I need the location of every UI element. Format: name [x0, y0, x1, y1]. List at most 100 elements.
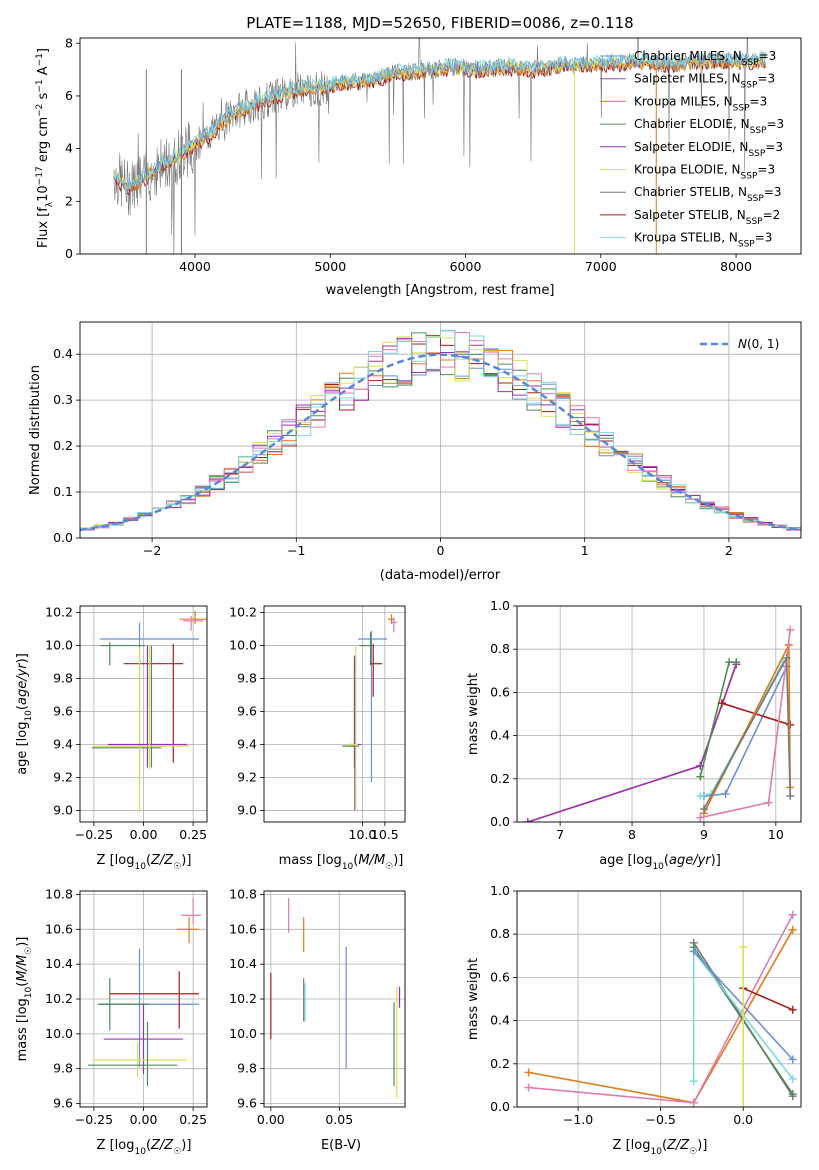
x-tick-label: −0.25 [75, 827, 113, 842]
x-tick-label: −0.5 [645, 1112, 675, 1127]
y-tick-label: 0.0 [490, 814, 510, 829]
y-tick-label: 10.0 [229, 1026, 257, 1041]
mass-z-axes: −0.25 0.00 0.25 9.6 9.8 10.0 10.2 10.4 10.6 10.8 Z… [15, 886, 208, 1157]
spectrum-legend: Chabrier MILES, NSSP=3 Salpeter MILES, NS… [600, 49, 784, 250]
y-tick-label: 10.0 [229, 638, 257, 653]
age-z-axes: −0.25 0.00 0.25 9.0 9.2 9.4 9.6 9.8 10.0 10.2 Z [l… [15, 605, 208, 872]
residual-y-label: Normed distribution [28, 365, 43, 495]
y-tick-label: 9.2 [53, 769, 73, 784]
x-tick-label: 7 [556, 827, 564, 842]
y-tick-label: 0.0 [490, 1099, 510, 1114]
weight-marker [788, 1005, 797, 1014]
residual-axes: −2 −1 0 1 2 0.0 0.1 0.2 0.3 0.4 N(0, 1) (data-model… [28, 321, 802, 583]
mass-ebv-x-label: E(B-V) [321, 1138, 361, 1153]
mw-z-y-label: mass weight [466, 958, 481, 1040]
model-flux-line-kroupa_stelib [113, 50, 767, 191]
weight-marker [786, 625, 795, 634]
x-tick-label: 10.0 [349, 827, 377, 842]
x-tick-label: 9 [700, 827, 708, 842]
y-tick-label: 10.0 [45, 1026, 73, 1041]
y-tick-label: 0.2 [53, 438, 73, 453]
spectrum-axes: 4000 5000 6000 7000 8000 0 2 4 6 8 Chabrier MILES,… [35, 35, 802, 298]
y-tick-label: 0.2 [490, 771, 510, 786]
x-tick-label: 0.25 [179, 1112, 207, 1127]
weight-marker [523, 818, 532, 822]
x-tick-label: −1 [287, 543, 305, 558]
y-tick-label: 0.8 [490, 641, 510, 656]
gaussian-curve [80, 353, 801, 532]
spectrum-y-label: Flux [fλ10−17 erg cm−2 s−1 A−1] [35, 48, 55, 248]
y-tick-label: 9.6 [53, 704, 73, 719]
mass-z-x-label: Z [log10(Z/Z☉)] [97, 1138, 192, 1157]
y-tick-label: 10.2 [229, 991, 257, 1006]
y-tick-label: 6 [65, 88, 73, 103]
weight-marker [524, 1068, 533, 1077]
x-tick-label: 5000 [314, 259, 346, 274]
mw-age-x-label: age [log10(age/yr)] [599, 853, 721, 872]
weight-marker [524, 1083, 533, 1092]
y-tick-label: 9.8 [237, 671, 257, 686]
weight-marker [764, 798, 773, 807]
legend-label: N(0, 1) [738, 337, 779, 351]
y-tick-label: 10.2 [45, 991, 73, 1006]
mass-ebv-errorbars [270, 897, 401, 1099]
weight-marker [786, 792, 795, 801]
x-tick-label: 7000 [585, 259, 617, 274]
y-tick-label: 9.6 [237, 704, 257, 719]
weight-marker [696, 772, 705, 781]
weight-marker [689, 1077, 698, 1086]
weight-marker [788, 1074, 797, 1083]
mw-age-axes: 7 8 9 10 0.0 0.2 0.4 0.6 0.8 1.0 age [log10(age/yr… [466, 598, 802, 872]
y-tick-label: 9.8 [237, 1061, 257, 1076]
mass-z-errorbars [87, 897, 202, 1087]
weight-marker [788, 910, 797, 919]
x-tick-label: −2 [143, 543, 161, 558]
residual-x-label: (data-model)/error [380, 568, 501, 583]
axes-frame [79, 890, 208, 1108]
legend-label: Chabrier ELODIE, NSSP=3 [634, 117, 784, 136]
x-tick-label: 8 [628, 827, 636, 842]
y-tick-label: 9.4 [237, 737, 257, 752]
axes-frame [516, 890, 802, 1108]
axes-frame [79, 605, 208, 823]
y-tick-label: 0.2 [490, 1056, 510, 1071]
weight-marker [782, 653, 791, 662]
y-tick-label: 10.4 [45, 956, 73, 971]
y-tick-label: 9.8 [53, 1061, 73, 1076]
weight-marker [721, 789, 730, 798]
y-tick-label: 0.6 [490, 684, 510, 699]
y-tick-label: 9.2 [237, 769, 257, 784]
y-tick-label: 0.4 [490, 728, 510, 743]
axes-frame [516, 605, 802, 823]
x-tick-label: 0.00 [257, 1112, 285, 1127]
x-tick-label: 0.25 [179, 827, 207, 842]
mw-z-x-label: Z [log10(Z/Z☉)] [613, 1138, 708, 1157]
age-z-errorbars [91, 610, 207, 813]
weight-marker [788, 1090, 797, 1099]
x-tick-label: −1.0 [563, 1112, 593, 1127]
weight-marker [739, 943, 748, 952]
y-tick-label: 10.4 [229, 956, 257, 971]
weight-marker [689, 1098, 698, 1107]
age-mass-x-label: mass [log10(M/M☉)] [279, 853, 404, 872]
axes-frame [79, 321, 802, 539]
x-tick-label: 10 [768, 827, 784, 842]
age-mass-errorbars [342, 614, 397, 811]
weight-line [742, 987, 794, 1011]
y-tick-label: 0.6 [490, 969, 510, 984]
mw-z-lines [524, 910, 797, 1107]
y-tick-label: 1.0 [490, 883, 510, 898]
age-z-x-label: Z [log10(Z/Z☉)] [97, 853, 192, 872]
axes-frame [79, 37, 802, 255]
y-tick-label: 9.0 [53, 802, 73, 817]
y-tick-label: 9.6 [53, 1096, 73, 1111]
y-tick-label: 0.4 [53, 346, 73, 361]
residual-histograms [80, 329, 801, 533]
x-tick-label: 0.00 [130, 827, 158, 842]
legend-label: Kroupa ELODIE, NSSP=3 [634, 163, 775, 182]
y-tick-label: 9.0 [237, 802, 257, 817]
mw-z-axes: −1.0 −0.5 0.0 0.0 0.2 0.4 0.6 0.8 1.0 Z [log10(Z/… [466, 883, 802, 1157]
weight-marker [717, 699, 726, 708]
weight-marker [689, 947, 698, 956]
